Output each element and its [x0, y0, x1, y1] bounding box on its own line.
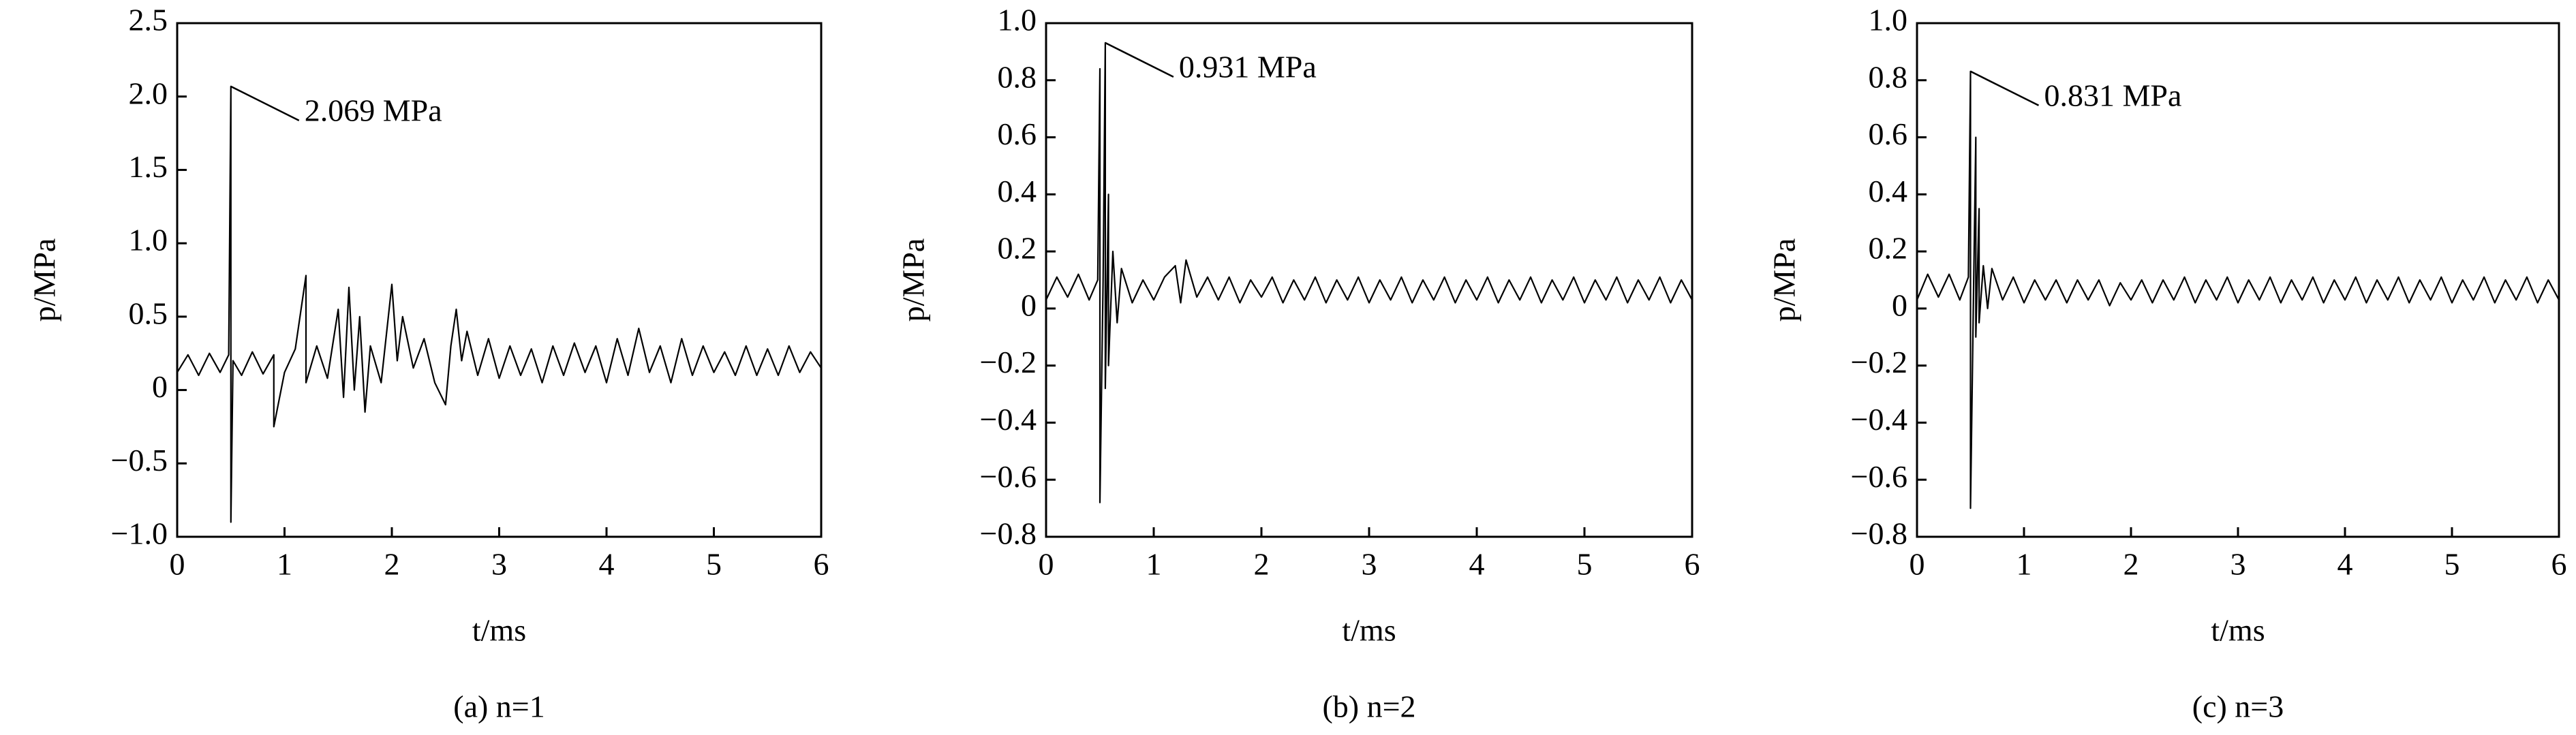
caption: (b) n=2 — [1322, 689, 1415, 724]
annotation-leader — [230, 85, 300, 121]
y-tick-label: −0.5 — [111, 443, 168, 478]
y-axis-label: p/MPa — [27, 238, 62, 322]
y-tick-label: −0.2 — [1851, 345, 1907, 379]
y-tick-label: 0.8 — [998, 59, 1037, 94]
y-tick-label: 0.6 — [1869, 116, 1908, 151]
y-tick-label: 0.2 — [998, 231, 1037, 266]
y-tick-label: 2.0 — [129, 76, 168, 110]
y-tick-label: −0.8 — [1851, 516, 1907, 551]
y-tick-label: 2.5 — [129, 3, 168, 37]
y-tick-label: 0.5 — [129, 296, 168, 330]
annotation-leader — [1105, 42, 1174, 78]
x-tick-label: 0 — [1910, 547, 1925, 582]
x-tick-label: 3 — [2230, 547, 2246, 582]
x-tick-label: 4 — [599, 547, 615, 582]
x-tick-label: 3 — [1362, 547, 1377, 582]
y-tick-label: −0.4 — [1851, 402, 1907, 437]
y-tick-label: 1.0 — [129, 223, 168, 257]
x-tick-label: 5 — [1577, 547, 1593, 582]
annotation: 0.931 MPa — [1179, 49, 1317, 84]
y-tick-label: 1.0 — [1869, 3, 1908, 37]
x-tick-label: 1 — [277, 547, 292, 582]
chart-panel: −0.8 −0.6 −0.4 −0.2 0 0.2 0.4 0.6 0.8 1.0 0 1 2 3 4 5 6 p… — [896, 3, 1700, 724]
x-tick-label: 6 — [1685, 547, 1700, 582]
plot-frame — [176, 22, 823, 538]
annotation: 2.069 MPa — [305, 93, 442, 127]
y-axis-label: p/MPa — [1767, 238, 1802, 322]
data-line — [1045, 42, 1693, 503]
x-tick-label: 1 — [1146, 547, 1162, 582]
x-axis-label: t/ms — [1342, 613, 1396, 648]
y-tick-label: 0.2 — [1869, 231, 1908, 266]
chart-panel: −1.0 −0.5 0 0.5 1.0 1.5 2.0 2.5 0 1 2 3 4 5 6 p/MPa t/ms… — [27, 3, 829, 724]
y-axis-label: p/MPa — [896, 238, 931, 322]
x-tick-label: 4 — [2337, 547, 2353, 582]
y-tick-label: 0.4 — [998, 174, 1037, 208]
y-tick-label: 0 — [1892, 287, 1907, 322]
annotation: 0.831 MPa — [2044, 78, 2182, 112]
caption: (a) n=1 — [453, 689, 545, 724]
x-tick-label: 6 — [814, 547, 829, 582]
data-line — [177, 85, 822, 523]
annotation-leader — [1969, 70, 2040, 106]
y-tick-label: −0.4 — [980, 402, 1037, 437]
x-tick-label: 0 — [170, 547, 185, 582]
y-tick-label: −0.8 — [980, 516, 1037, 551]
y-tick-label: 1.5 — [129, 149, 168, 184]
x-tick-label: 2 — [1254, 547, 1270, 582]
x-tick-label: 1 — [2017, 547, 2032, 582]
x-tick-label: 2 — [384, 547, 400, 582]
y-tick-label: 0 — [152, 369, 168, 404]
y-tick-label: 0.6 — [998, 116, 1037, 151]
x-tick-label: 2 — [2123, 547, 2139, 582]
y-tick-label: −0.6 — [980, 459, 1037, 494]
x-tick-label: 0 — [1039, 547, 1054, 582]
x-axis-label: t/ms — [472, 613, 526, 648]
y-tick-label: −1.0 — [111, 516, 168, 551]
x-tick-label: 4 — [1469, 547, 1485, 582]
caption: (c) n=3 — [2192, 689, 2284, 724]
y-tick-label: −0.6 — [1851, 459, 1907, 494]
x-tick-label: 3 — [491, 547, 507, 582]
y-tick-label: −0.2 — [980, 345, 1037, 379]
y-tick-label: 1.0 — [998, 3, 1037, 37]
x-tick-label: 6 — [2551, 547, 2567, 582]
y-tick-label: 0 — [1021, 287, 1037, 322]
data-line — [1916, 70, 2560, 510]
y-tick-label: 0.4 — [1869, 174, 1908, 208]
chart-panel: −0.8 −0.6 −0.4 −0.2 0 0.2 0.4 0.6 0.8 1.0 0 1 2 3 4 5 6 p… — [1767, 3, 2567, 724]
x-tick-label: 5 — [2444, 547, 2460, 582]
x-axis-label: t/ms — [2211, 613, 2265, 648]
y-tick-label: 0.8 — [1869, 59, 1908, 94]
x-tick-label: 5 — [706, 547, 722, 582]
